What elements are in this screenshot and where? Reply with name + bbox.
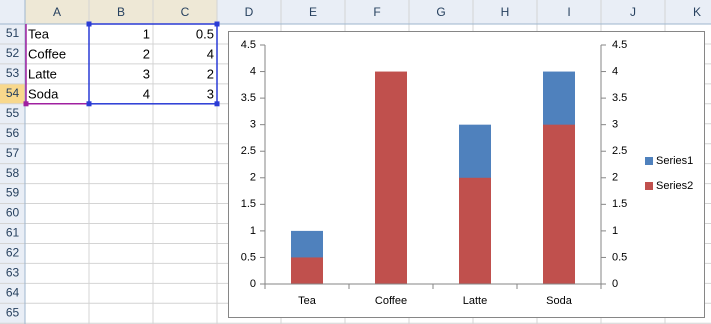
row-header-bar bbox=[0, 24, 25, 324]
y2-tick-label: 2 bbox=[612, 172, 618, 184]
legend-label: Series2 bbox=[656, 180, 693, 192]
cell-number[interactable]: 2 bbox=[143, 46, 150, 61]
column-header[interactable]: F bbox=[373, 5, 380, 19]
bar bbox=[459, 177, 491, 284]
row-header[interactable]: 62 bbox=[6, 246, 20, 260]
y2-tick-label: 4.5 bbox=[612, 39, 627, 51]
range-handle[interactable] bbox=[23, 101, 29, 107]
row-header[interactable]: 58 bbox=[6, 166, 20, 180]
y-tick-label: 2.5 bbox=[241, 145, 256, 157]
y2-tick-label: 1 bbox=[612, 225, 618, 237]
y-tick-label: 4.5 bbox=[241, 39, 256, 51]
bar bbox=[375, 71, 407, 284]
cell-number[interactable]: 1 bbox=[143, 26, 150, 41]
row-header[interactable]: 55 bbox=[6, 106, 20, 120]
column-header[interactable]: H bbox=[501, 5, 510, 19]
column-header[interactable]: G bbox=[436, 5, 445, 19]
y-tick-label: 3 bbox=[250, 119, 256, 131]
y2-tick-label: 3.5 bbox=[612, 92, 627, 104]
cell-number[interactable]: 2 bbox=[207, 66, 214, 81]
x-tick-label: Coffee bbox=[375, 295, 407, 307]
row-header[interactable]: 51 bbox=[6, 26, 20, 40]
column-header-bar bbox=[0, 0, 711, 24]
x-tick-label: Tea bbox=[298, 295, 317, 307]
row-header[interactable]: 52 bbox=[6, 46, 20, 60]
column-header[interactable]: E bbox=[309, 5, 317, 19]
y2-tick-label: 0 bbox=[612, 278, 618, 290]
row-header[interactable]: 54 bbox=[6, 86, 20, 100]
range-highlight-values bbox=[88, 23, 218, 105]
cell-number[interactable]: 3 bbox=[207, 86, 214, 101]
cell-number[interactable]: 4 bbox=[143, 86, 150, 101]
range-handle[interactable] bbox=[86, 21, 92, 27]
range-handle[interactable] bbox=[214, 21, 220, 27]
row-header[interactable]: 57 bbox=[6, 146, 20, 160]
row-header[interactable]: 63 bbox=[6, 266, 20, 280]
row-header[interactable]: 53 bbox=[6, 66, 20, 80]
row-header[interactable]: 64 bbox=[6, 285, 20, 299]
row-header[interactable]: 60 bbox=[6, 206, 20, 220]
row-header[interactable]: 61 bbox=[6, 226, 20, 240]
row-header-active bbox=[0, 83, 25, 104]
cell-number[interactable]: 3 bbox=[143, 66, 150, 81]
range-handle[interactable] bbox=[86, 101, 92, 107]
legend-label: Series1 bbox=[656, 155, 693, 167]
column-header[interactable]: I bbox=[567, 5, 570, 19]
y2-tick-label: 3 bbox=[612, 119, 618, 131]
bar bbox=[543, 124, 575, 285]
y-tick-label: 0.5 bbox=[241, 251, 256, 263]
cell-text[interactable]: Tea bbox=[28, 26, 50, 41]
row-header[interactable]: 59 bbox=[6, 186, 20, 200]
x-tick-label: Latte bbox=[463, 295, 487, 307]
cell-text[interactable]: Latte bbox=[28, 66, 57, 81]
y2-tick-label: 4 bbox=[612, 65, 618, 77]
y2-tick-label: 0.5 bbox=[612, 251, 627, 263]
range-handle[interactable] bbox=[214, 101, 220, 107]
cell-text[interactable]: Coffee bbox=[28, 46, 66, 61]
column-header[interactable]: J bbox=[630, 5, 636, 19]
y-tick-label: 1 bbox=[250, 225, 256, 237]
column-header[interactable]: C bbox=[181, 5, 190, 19]
row-header[interactable]: 56 bbox=[6, 126, 20, 140]
column-header[interactable]: B bbox=[117, 5, 125, 19]
column-header[interactable]: D bbox=[245, 5, 254, 19]
y-tick-label: 3.5 bbox=[241, 92, 256, 104]
y-tick-label: 0 bbox=[250, 278, 256, 290]
cell-number[interactable]: 0.5 bbox=[196, 26, 214, 41]
y-tick-label: 2 bbox=[250, 172, 256, 184]
legend-swatch bbox=[645, 182, 653, 190]
column-header[interactable]: A bbox=[53, 5, 61, 19]
y-tick-label: 1.5 bbox=[241, 198, 256, 210]
y-tick-label: 4 bbox=[250, 65, 256, 77]
cell-text[interactable]: Soda bbox=[28, 86, 59, 101]
y2-tick-label: 2.5 bbox=[612, 145, 627, 157]
y2-tick-label: 1.5 bbox=[612, 198, 627, 210]
legend-swatch bbox=[645, 157, 653, 165]
x-tick-label: Soda bbox=[546, 295, 573, 307]
column-header[interactable]: K bbox=[693, 5, 701, 19]
column-header-active bbox=[25, 0, 217, 24]
row-header[interactable]: 65 bbox=[6, 305, 20, 319]
cell-number[interactable]: 4 bbox=[207, 46, 214, 61]
bar bbox=[291, 257, 323, 284]
